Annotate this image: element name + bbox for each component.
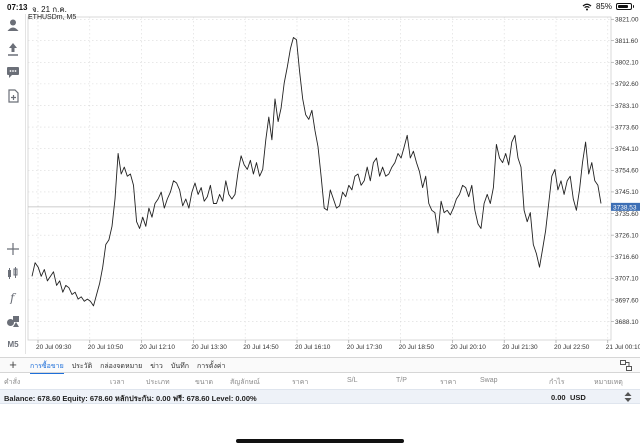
y-tick-label: 3735.60 bbox=[615, 211, 639, 218]
x-tick-label: 20 Jul 20:10 bbox=[450, 344, 486, 351]
column-header[interactable]: กำไร bbox=[549, 379, 565, 386]
battery-fill bbox=[618, 5, 629, 8]
symbol-label: ETHUSDm, M5 bbox=[28, 14, 77, 21]
sort-updown-icon[interactable] bbox=[624, 392, 632, 402]
tab-5[interactable]: การตั้งค่า bbox=[196, 363, 226, 370]
y-tick-label: 3811.60 bbox=[615, 38, 638, 45]
terminal-tabs-bar: + การซื้อขาย ประวัติ กล่องจดหมาย ข่าว บันทึก… bbox=[0, 357, 640, 374]
x-tick-label: 20 Jul 16:10 bbox=[295, 344, 331, 351]
status-right: 85% bbox=[582, 2, 634, 11]
tab-0[interactable]: การซื้อขาย bbox=[30, 361, 64, 374]
tab-4[interactable]: บันทึก bbox=[170, 363, 189, 370]
y-tick-label: 3792.60 bbox=[615, 81, 639, 88]
x-tick-label: 20 Jul 13:30 bbox=[191, 344, 227, 351]
column-header[interactable]: ราคา bbox=[440, 379, 457, 386]
column-header[interactable]: หมายเหตุ bbox=[594, 379, 623, 386]
status-bar: 07:13 จ. 21 ก.ค. 85% bbox=[0, 0, 640, 14]
battery-percent: 85% bbox=[595, 2, 612, 11]
left-toolbar: f M5 bbox=[0, 14, 26, 354]
y-tick-label: 3821.00 bbox=[615, 17, 639, 24]
x-tick-label: 20 Jul 22:50 bbox=[554, 344, 590, 351]
tab-2[interactable]: กล่องจดหมาย bbox=[100, 363, 143, 370]
column-header[interactable]: ราคา bbox=[292, 379, 309, 386]
indicators-icon[interactable] bbox=[4, 264, 22, 282]
wifi-icon bbox=[582, 3, 592, 10]
column-header[interactable]: สัญลักษณ์ bbox=[230, 379, 260, 386]
currency-label: USD bbox=[570, 393, 586, 402]
column-header[interactable]: ประเภท bbox=[146, 379, 170, 386]
crosshair-icon[interactable] bbox=[4, 240, 22, 258]
status-time: 07:13 bbox=[7, 3, 28, 12]
x-tick-label: 20 Jul 18:50 bbox=[399, 344, 435, 351]
current-price-tag bbox=[611, 202, 640, 211]
timeframe-button[interactable]: M5 bbox=[7, 339, 19, 349]
balance-row: Balance: 678.60 Equity: 678.60 หลักประกั… bbox=[0, 389, 640, 404]
x-tick-label: 20 Jul 12:10 bbox=[140, 344, 176, 351]
layout-icon[interactable] bbox=[620, 360, 632, 371]
x-tick-label: 20 Jul 17:30 bbox=[347, 344, 383, 351]
svg-text:f: f bbox=[9, 291, 17, 304]
chart-canvas[interactable]: 3821.00 3811.60 3802.10 3792.60 3783.10 3773.… bbox=[26, 14, 640, 356]
y-tick-label: 3697.60 bbox=[615, 297, 639, 304]
y-tick-label: 3745.10 bbox=[615, 189, 639, 196]
home-indicator bbox=[236, 439, 404, 443]
x-tick-label: 20 Jul 14:50 bbox=[243, 344, 279, 351]
tab-1[interactable]: ประวัติ bbox=[71, 363, 93, 370]
y-tick-label: 3802.10 bbox=[615, 60, 639, 67]
y-tick-label: 3773.60 bbox=[615, 124, 639, 131]
terminal-tabs: การซื้อขาย ประวัติ กล่องจดหมาย ข่าว บันทึก กา… bbox=[30, 361, 225, 374]
price-series-line bbox=[31, 37, 602, 307]
column-header[interactable]: S/L bbox=[347, 377, 358, 384]
x-tick-label: 20 Jul 09:30 bbox=[36, 344, 72, 351]
y-tick-label: 3764.10 bbox=[615, 146, 639, 153]
y-tick-label: 3726.10 bbox=[615, 232, 639, 239]
function-icon[interactable]: f bbox=[4, 288, 22, 306]
new-order-plus-icon[interactable]: + bbox=[9, 357, 17, 372]
battery-icon bbox=[616, 3, 634, 10]
user-icon[interactable] bbox=[4, 16, 22, 34]
price-chart[interactable]: ETHUSDm, M5 3821.00 3811.60 3802.10 3792.60… bbox=[26, 14, 640, 356]
y-tick-label: 3754.60 bbox=[615, 168, 639, 175]
x-tick-label: 21 Jul 00:10 bbox=[606, 344, 640, 351]
add-document-icon[interactable] bbox=[4, 87, 22, 105]
column-header[interactable]: เวลา bbox=[110, 379, 125, 386]
plot-frame bbox=[27, 16, 612, 341]
x-tick-label: 20 Jul 21:30 bbox=[502, 344, 538, 351]
trade-icon[interactable] bbox=[4, 40, 22, 58]
y-tick-label: 3716.60 bbox=[615, 254, 639, 261]
y-tick-label: 3707.10 bbox=[615, 276, 639, 283]
tab-3[interactable]: ข่าว bbox=[150, 363, 163, 370]
column-header[interactable]: Swap bbox=[480, 377, 498, 384]
column-header[interactable]: T/P bbox=[396, 377, 407, 384]
x-tick-label: 20 Jul 10:50 bbox=[88, 344, 124, 351]
objects-icon[interactable] bbox=[4, 312, 22, 330]
column-header[interactable]: ขนาด bbox=[195, 379, 214, 386]
current-price-label: 3738.53 bbox=[613, 204, 637, 211]
y-tick-label: 3688.10 bbox=[615, 319, 639, 326]
y-tick-label: 3783.10 bbox=[615, 103, 639, 110]
balance-text: Balance: 678.60 Equity: 678.60 หลักประกั… bbox=[4, 394, 257, 403]
total-profit: 0.00 bbox=[551, 393, 566, 402]
chat-icon[interactable] bbox=[4, 63, 22, 81]
status-date: จ. 21 ก.ค. bbox=[32, 5, 67, 14]
trade-table-header: คำสั่ง เวลา ประเภท ขนาด สัญลักษณ์ ราคา S/L T/P ร… bbox=[0, 374, 640, 388]
column-header[interactable]: คำสั่ง bbox=[4, 379, 21, 386]
